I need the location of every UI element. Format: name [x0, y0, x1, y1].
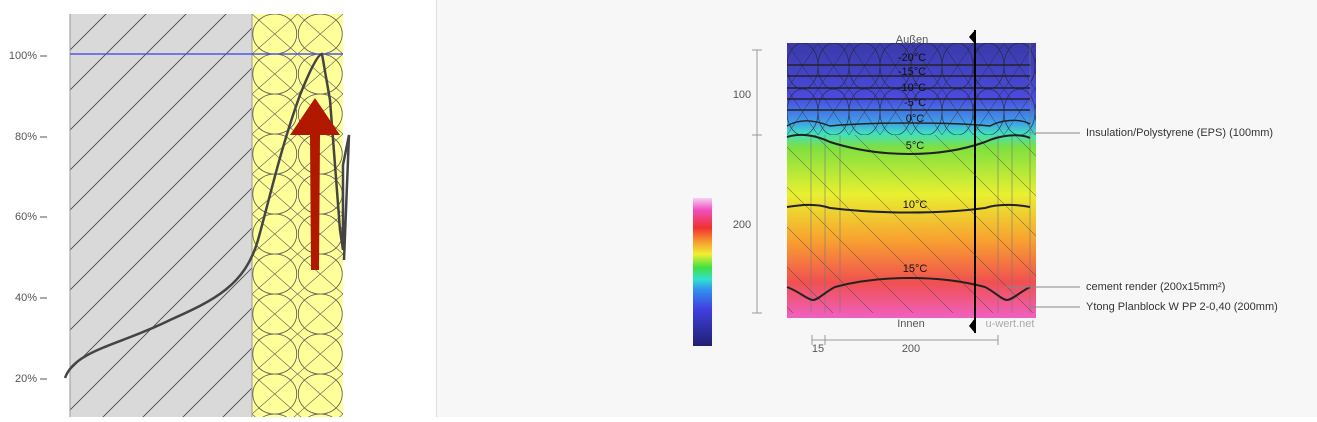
color-scale [693, 198, 712, 346]
dimension-label: 100 [733, 89, 751, 101]
isotherm-lines [786, 64, 1031, 302]
y-label: 60% [15, 211, 37, 223]
y-ticks [40, 55, 47, 380]
isotherm-label: -5°C [904, 97, 926, 109]
humidity-curve [63, 52, 351, 379]
isotherm-label: -20°C [898, 52, 926, 64]
isotherm-label: 5°C [906, 140, 925, 152]
dimension-label: 15 [812, 343, 824, 355]
arrow [290, 98, 340, 270]
isotherm-label: 15°C [903, 263, 928, 275]
isotherm-label: -10°C [898, 82, 926, 94]
y-axis: 100% 80% 60% 40% 20% [9, 50, 47, 385]
y-label: 20% [15, 373, 37, 385]
layer-label: Ytong Planblock W PP 2-0,40 (200mm) [1086, 301, 1278, 313]
dimension-label: 200 [902, 343, 920, 355]
leader-lines [1005, 132, 1080, 308]
masonry-pattern [787, 135, 1036, 313]
dimension-label: 200 [733, 219, 751, 231]
y-label: 40% [15, 292, 37, 304]
layer-lines [810, 43, 1031, 313]
y-label: 80% [15, 131, 37, 143]
inside-label: Innen [897, 318, 925, 330]
section-marker [969, 30, 976, 333]
insulation-pattern [787, 43, 1036, 135]
isotherm-label: 10°C [903, 199, 928, 211]
watermark: u-wert.net [986, 318, 1035, 330]
layer-label: cement render (200x15mm²) [1086, 281, 1225, 293]
wall-hatch [70, 14, 252, 417]
isotherm-label: -15°C [898, 66, 926, 78]
layer-label: Insulation/Polystyrene (EPS) (100mm) [1086, 127, 1273, 139]
outside-label: Außen [896, 34, 928, 46]
dimension-lines [752, 49, 999, 345]
y-label: 100% [9, 50, 37, 62]
isotherm-label: 0°C [906, 113, 925, 125]
